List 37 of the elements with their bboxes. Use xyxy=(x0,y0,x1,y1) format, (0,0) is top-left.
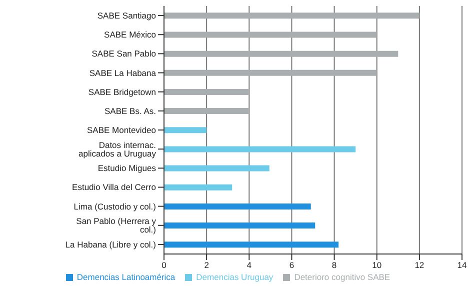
x-tick-label: 6 xyxy=(289,260,294,270)
y-tick-label: Estudio Migues xyxy=(98,163,156,174)
y-tick-label: SABE Bs. As. xyxy=(104,106,156,116)
y-tick-label: Datos internac. aplicados a Uruguay xyxy=(78,140,157,158)
bar xyxy=(164,165,270,172)
y-tick-label: SABE Montevideo xyxy=(87,125,156,136)
legend-label: Demencias Latinoamérica xyxy=(76,272,176,282)
legend-label: Demencias Uruguay xyxy=(196,272,274,282)
bar xyxy=(164,12,420,19)
legend-label: Deterioro cognitivo SABE xyxy=(294,272,390,282)
y-tick-label: San Pablo (Herrera y col.) xyxy=(76,216,157,235)
bar xyxy=(164,203,311,210)
x-tick-label: 8 xyxy=(332,260,337,270)
y-tick-label: SABE Santiago xyxy=(97,10,156,21)
x-tick-label: 14 xyxy=(457,260,467,270)
x-tick-label: 4 xyxy=(246,260,252,270)
x-tick-label: 2 xyxy=(204,260,210,270)
bar xyxy=(164,108,250,114)
y-tick-label: La Habana (Libre y col.) xyxy=(65,239,156,250)
x-tick-label: 0 xyxy=(162,260,167,270)
x-tick-label: 12 xyxy=(414,260,424,270)
bar xyxy=(164,32,377,38)
bar xyxy=(164,242,339,248)
x-tick-label: 10 xyxy=(372,260,382,270)
y-tick-label: SABE Bridgetown xyxy=(88,86,156,97)
bar xyxy=(164,184,232,190)
y-tick-label: Estudio Villa del Cerro xyxy=(72,182,156,192)
y-tick-label: SABE México xyxy=(104,30,156,40)
bar xyxy=(164,222,316,229)
bar xyxy=(164,50,398,57)
bar xyxy=(164,146,356,152)
y-tick-label: Lima (Custodio y col.) xyxy=(74,201,156,212)
y-tick-label: SABE La Habana xyxy=(89,68,156,78)
bar xyxy=(164,88,250,95)
bar xyxy=(164,70,377,76)
y-tick-label: SABE San Pablo xyxy=(92,48,156,59)
bar xyxy=(164,127,207,134)
